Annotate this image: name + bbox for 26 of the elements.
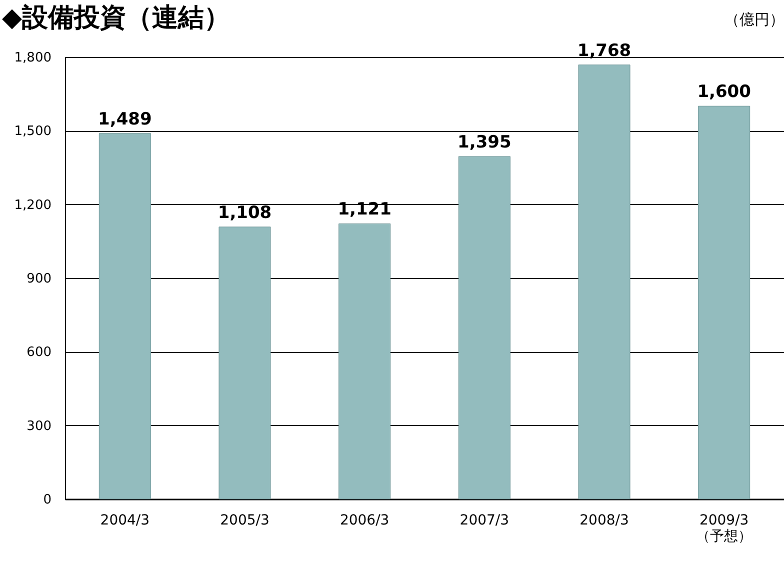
bar <box>338 223 391 500</box>
x-tick-label: 2005/3 <box>220 512 270 528</box>
y-tick-label: 1,800 <box>14 50 52 66</box>
x-tick-label: 2009/3 （予想） <box>696 512 752 544</box>
bar <box>218 226 271 500</box>
data-label: 1,600 <box>697 82 752 102</box>
y-tick-label: 900 <box>26 272 52 286</box>
bar <box>98 133 151 500</box>
data-label: 1,395 <box>458 132 512 152</box>
data-label: 1,768 <box>577 40 632 61</box>
y-tick-label: 1,200 <box>14 198 52 213</box>
data-label: 1,108 <box>218 202 272 223</box>
y-tick-label: 1,500 <box>14 124 52 140</box>
y-tick-label: 300 <box>26 418 52 434</box>
bar <box>578 64 630 500</box>
x-tick-label: 2006/3 <box>340 512 390 528</box>
bar <box>698 106 750 500</box>
y-tick-label: 0 <box>43 492 52 508</box>
chart-title: ◆設備投資（連結） <box>2 2 230 35</box>
y-tick-label: 600 <box>26 345 52 360</box>
bar <box>458 156 510 500</box>
x-tick-label: 2007/3 <box>460 512 510 528</box>
x-tick-label: 2004/3 <box>100 512 150 528</box>
y-axis-title: （億円） <box>724 10 784 28</box>
x-tick-label: 2008/3 <box>580 512 629 528</box>
data-label: 1,489 <box>98 109 152 130</box>
